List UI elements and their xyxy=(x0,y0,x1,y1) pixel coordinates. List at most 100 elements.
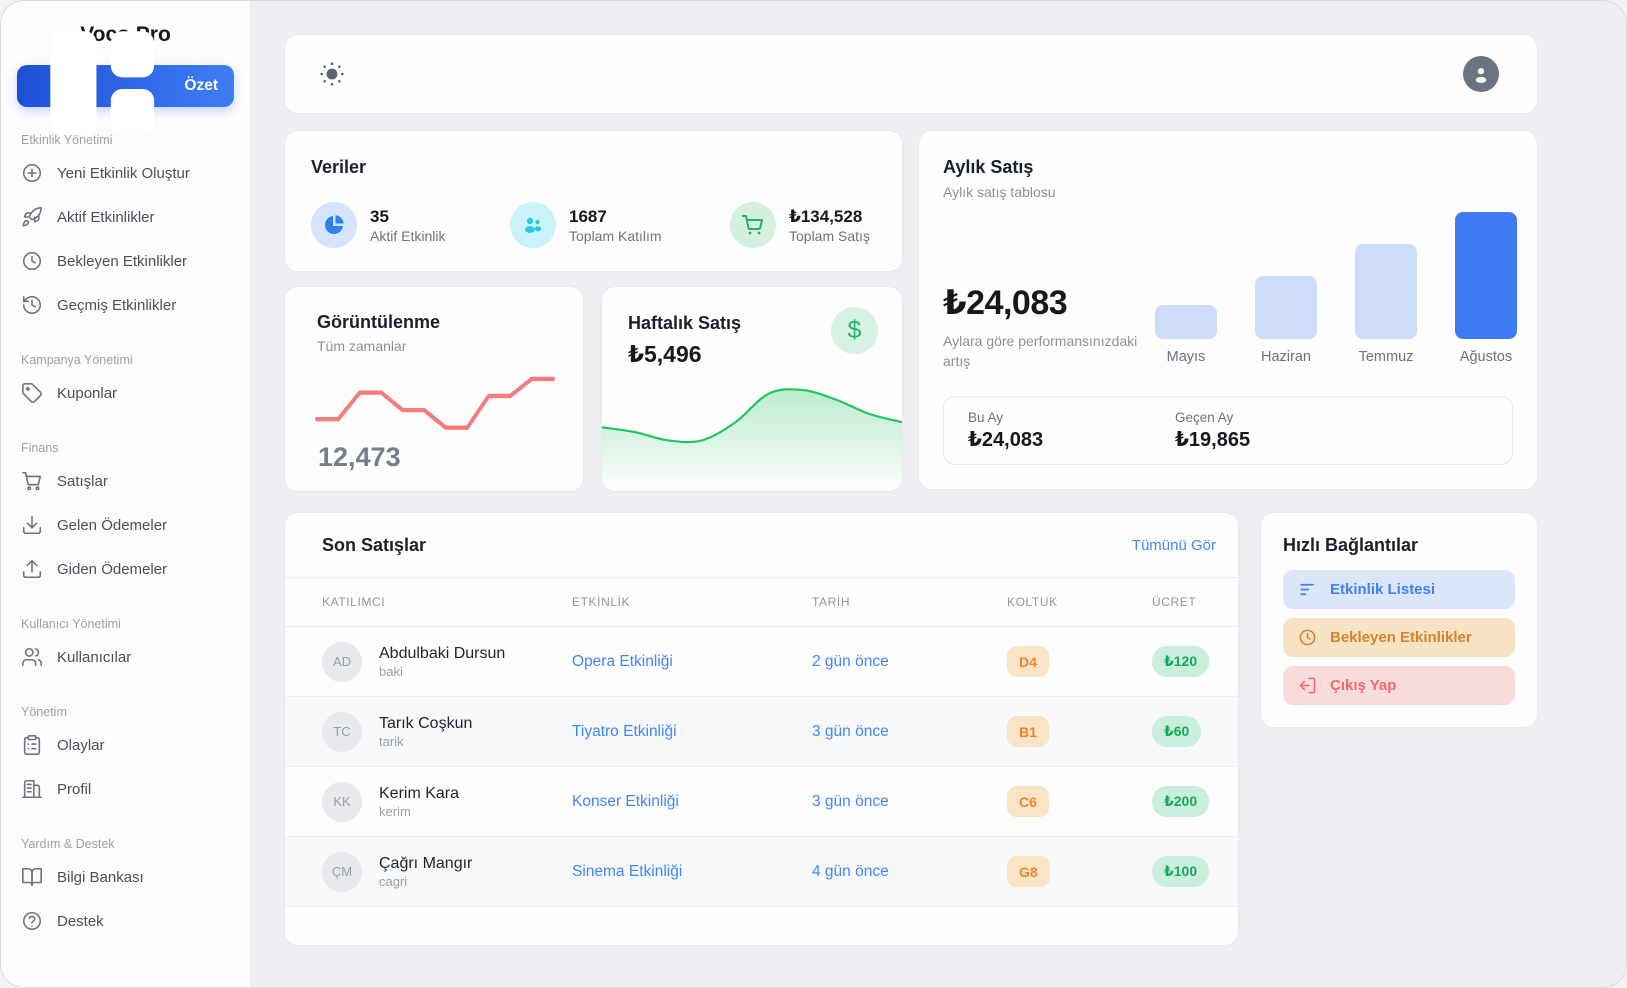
stat-value: ₺134,528 xyxy=(789,207,863,227)
clock-icon xyxy=(1298,628,1317,647)
stat-label: Aktif Etkinlik xyxy=(370,227,446,244)
sidebar-item-olaylar[interactable]: Olaylar xyxy=(1,723,250,767)
views-value: 12,473 xyxy=(318,442,401,472)
price-badge: ₺120 xyxy=(1152,646,1210,677)
event-link[interactable]: Sinema Etkinliği xyxy=(572,862,683,880)
date-cell: 4 gün önce xyxy=(812,862,889,880)
sun-icon[interactable] xyxy=(319,61,345,87)
sidebar-section-label: Finans xyxy=(21,441,59,455)
plus-circle-icon xyxy=(21,162,43,184)
last-month: Geçen Ay ₺19,865 xyxy=(1175,410,1382,452)
seat-badge: B1 xyxy=(1007,716,1049,747)
sidebar-item-ozet[interactable]: Özet xyxy=(17,31,234,136)
event-link[interactable]: Tiyatro Etkinliği xyxy=(572,722,677,740)
table-row[interactable]: TC Tarık Coşkun tarik Tiyatro Etkinliği … xyxy=(285,697,1238,767)
bar-label: Temmuz xyxy=(1358,349,1414,365)
logout-icon xyxy=(1298,676,1317,695)
price-badge: ₺200 xyxy=(1152,786,1210,817)
seat-badge: D4 xyxy=(1007,646,1049,677)
stat-value: 1687 xyxy=(569,207,607,227)
quick-links-title: Hızlı Bağlantılar xyxy=(1283,535,1419,555)
quick-links-card: Hızlı Bağlantılar Etkinlik Listesi Bekle… xyxy=(1260,512,1538,728)
views-card-subtitle: Tüm zamanlar xyxy=(317,338,407,354)
users-icon xyxy=(21,646,43,668)
weekly-area-chart xyxy=(602,388,902,491)
quick-link-etkinlik-listesi[interactable]: Etkinlik Listesi xyxy=(1283,570,1515,609)
sidebar-item-gelen-odemeler[interactable]: Gelen Ödemeler xyxy=(1,503,250,547)
views-card: Görüntülenme Tüm zamanlar 12,473 xyxy=(284,286,584,492)
table-row[interactable]: AD Abdulbaki Dursun baki Opera Etkinliği… xyxy=(285,627,1238,697)
stat-total-attendance: 1687 Toplam Katılım xyxy=(510,202,730,248)
column-header: KATILIMCI xyxy=(322,595,386,609)
sidebar-item-kuponlar[interactable]: Kuponlar xyxy=(1,371,250,415)
sidebar-item-bilgi-bankasi[interactable]: Bilgi Bankası xyxy=(1,855,250,899)
sidebar-item-destek[interactable]: Destek xyxy=(1,899,250,943)
pie-chart-icon xyxy=(311,202,357,248)
sidebar-item-label: Aktif Etkinlikler xyxy=(57,208,155,226)
sidebar-item-profil[interactable]: Profil xyxy=(1,767,250,811)
date-cell: 2 gün önce xyxy=(812,652,889,670)
list-icon xyxy=(1298,580,1317,599)
cart-icon xyxy=(730,202,776,248)
sidebar-item-label: Kuponlar xyxy=(57,384,118,402)
cart-icon xyxy=(21,470,43,492)
table-row[interactable]: KK Kerim Kara kerim Konser Etkinliği 3 g… xyxy=(285,767,1238,837)
bar-group: Mayıs xyxy=(1155,212,1217,365)
bar-group: Temmuz xyxy=(1355,212,1417,365)
price-badge: ₺100 xyxy=(1152,856,1210,887)
this-month: Bu Ay ₺24,083 xyxy=(968,410,1175,452)
monthly-bar xyxy=(1155,305,1217,339)
quick-link-cikis-yap[interactable]: Çıkış Yap xyxy=(1283,666,1515,705)
sidebar-item-bekleyen-etkinlikler[interactable]: Bekleyen Etkinlikler xyxy=(1,239,250,283)
price-badge: ₺60 xyxy=(1152,716,1202,747)
sidebar-item-gecmis-etkinlikler[interactable]: Geçmiş Etkinlikler xyxy=(1,283,250,327)
sidebar-section-label: Yardım & Destek xyxy=(21,837,115,851)
sidebar-item-label: Geçmiş Etkinlikler xyxy=(57,296,177,314)
bar-group: Ağustos xyxy=(1455,212,1517,365)
table-row[interactable]: ÇM Çağrı Mangır cagri Sinema Etkinliği 4… xyxy=(285,837,1238,907)
sidebar: Voco Pro Özet Etkinlik Yönetimi Yeni Etk… xyxy=(1,1,251,987)
sidebar-item-label: Profil xyxy=(57,780,92,798)
sidebar-item-label: Satışlar xyxy=(57,472,108,490)
weekly-value: ₺5,496 xyxy=(628,341,702,367)
quick-link-label: Bekleyen Etkinlikler xyxy=(1330,629,1472,646)
sidebar-section-label: Kampanya Yönetimi xyxy=(21,353,133,367)
clock-icon xyxy=(21,250,43,272)
stat-label: Toplam Katılım xyxy=(569,227,662,244)
topbar xyxy=(284,34,1538,114)
sidebar-item-kullanicilar[interactable]: Kullanıcılar xyxy=(1,635,250,679)
last-month-label: Geçen Ay xyxy=(1175,409,1234,425)
bar-label: Ağustos xyxy=(1459,349,1513,365)
weekly-area-fill xyxy=(602,389,902,491)
last-month-value: ₺19,865 xyxy=(1175,428,1251,451)
quick-link-bekleyen-etkinlikler[interactable]: Bekleyen Etkinlikler xyxy=(1283,618,1515,657)
monthly-card-subtitle: Aylık satış tablosu xyxy=(943,184,1056,200)
event-link[interactable]: Opera Etkinliği xyxy=(572,652,673,670)
participant-username: baki xyxy=(379,664,403,680)
stats-card-title: Veriler xyxy=(311,157,367,177)
sidebar-item-aktif-etkinlikler[interactable]: Aktif Etkinlikler xyxy=(1,195,250,239)
event-link[interactable]: Konser Etkinliği xyxy=(572,792,679,810)
monthly-big-value: ₺24,083 xyxy=(943,284,1068,322)
dashboard-icon xyxy=(33,14,171,157)
help-circle-icon xyxy=(21,910,43,932)
history-icon xyxy=(21,294,43,316)
sidebar-item-label: Yeni Etkinlik Oluştur xyxy=(57,164,190,182)
monthly-bar xyxy=(1255,276,1317,339)
sidebar-item-satislar[interactable]: Satışlar xyxy=(1,459,250,503)
user-avatar-icon[interactable] xyxy=(1463,56,1499,92)
clipboard-list-icon xyxy=(21,734,43,756)
column-header: ETKİNLİK xyxy=(572,595,631,609)
participant-username: tarik xyxy=(379,734,404,750)
sidebar-item-label: Bekleyen Etkinlikler xyxy=(57,252,188,270)
view-all-link[interactable]: Tümünü Gör xyxy=(1131,536,1216,554)
sidebar-item-giden-odemeler[interactable]: Giden Ödemeler xyxy=(1,547,250,591)
tag-icon xyxy=(21,382,43,404)
participant-name: Tarık Coşkun xyxy=(379,714,473,732)
weekly-card-title: Haftalık Satış xyxy=(628,313,742,333)
sidebar-item-yeni-etkinlik[interactable]: Yeni Etkinlik Oluştur xyxy=(1,151,250,195)
recent-sales-header: Son Satışlar Tümünü Gör xyxy=(285,513,1238,577)
date-cell: 3 gün önce xyxy=(812,722,889,740)
participant-cell: ÇM Çağrı Mangır cagri xyxy=(322,851,572,892)
participant-name: Kerim Kara xyxy=(379,784,460,802)
